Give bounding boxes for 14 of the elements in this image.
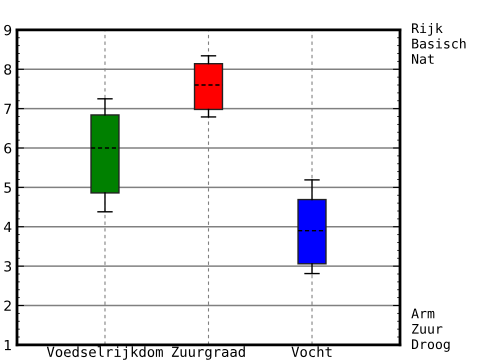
y-tick-label: 1 bbox=[4, 340, 11, 350]
y-tick-label: 7 bbox=[4, 104, 11, 114]
y-tick-label: 9 bbox=[4, 24, 12, 36]
y-tick-label: 6 bbox=[4, 142, 12, 154]
text: Arm Zuur Droog bbox=[411, 308, 450, 352]
y-tick-label: 5 bbox=[4, 182, 11, 193]
x-tick-label: Vocht bbox=[291, 346, 332, 358]
text: Rijk Basisch Nat bbox=[412, 23, 466, 64]
y-tick-label: 4 bbox=[4, 222, 12, 232]
x-tick-label: Zuurgraad bbox=[172, 346, 245, 360]
y-tick-label: 2 bbox=[4, 300, 11, 311]
x-tick-label: Voedselrijkdom bbox=[46, 346, 163, 360]
y-tick-label: 8 bbox=[4, 64, 12, 75]
y-tick-label: 3 bbox=[4, 261, 12, 272]
